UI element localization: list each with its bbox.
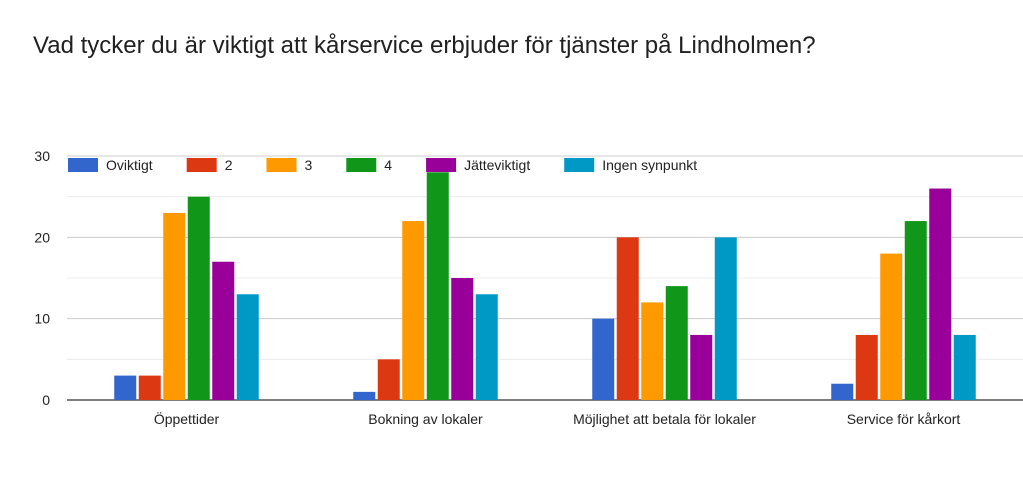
bar (451, 278, 474, 400)
bar (475, 294, 498, 400)
y-axis-ticks: 0 10 20 30 (34, 148, 50, 408)
legend[interactable]: Oviktigt 2 3 4 Jätteviktigt Ingen synpunkt (68, 157, 697, 173)
legend-label: 2 (225, 157, 233, 173)
x-tick-label: Möjlighet att betala för lokaler (573, 411, 756, 427)
y-tick-label: 30 (34, 148, 50, 164)
bar (353, 391, 376, 400)
bar (641, 302, 664, 400)
bar (714, 237, 737, 400)
legend-label: Oviktigt (106, 157, 153, 173)
x-axis-ticks: Öppettider Bokning av lokaler Möjlighet at… (154, 410, 961, 427)
legend-item[interactable]: Oviktigt (68, 157, 153, 173)
bar (855, 334, 878, 400)
bar (929, 188, 952, 400)
bar (377, 359, 400, 400)
bar (187, 196, 210, 400)
bar (592, 318, 615, 400)
legend-swatch (186, 158, 217, 172)
legend-label: Ingen synpunkt (602, 157, 697, 173)
legend-swatch (426, 158, 457, 172)
bar (616, 237, 639, 400)
legend-label: 3 (304, 157, 312, 173)
legend-item[interactable]: Jätteviktigt (426, 157, 530, 173)
bar (236, 294, 259, 400)
bar (690, 334, 713, 400)
bars (114, 172, 976, 400)
bar (880, 253, 903, 400)
bar (831, 383, 854, 400)
bar (953, 334, 976, 400)
legend-item[interactable]: 3 (266, 157, 312, 173)
legend-item[interactable]: 2 (186, 157, 233, 173)
legend-label: 4 (384, 157, 392, 173)
y-tick-label: 0 (42, 392, 50, 408)
y-tick-label: 20 (34, 229, 50, 245)
bar (212, 261, 235, 400)
y-tick-label: 10 (34, 311, 50, 327)
bar (114, 375, 137, 400)
bar (402, 221, 425, 400)
legend-swatch (564, 158, 595, 172)
legend-item[interactable]: 4 (346, 157, 392, 173)
chart-title: Vad tycker du är viktigt att kårservice … (33, 32, 816, 59)
gridlines (67, 155, 1023, 401)
bar (426, 172, 449, 400)
bar (138, 375, 161, 400)
x-tick-label: Service för kårkort (847, 411, 961, 427)
bar (665, 286, 688, 400)
legend-swatch (68, 158, 98, 172)
legend-item[interactable]: Ingen synpunkt (564, 157, 697, 173)
x-tick-label: Bokning av lokaler (368, 411, 483, 427)
x-tick-label: Öppettider (154, 410, 220, 427)
legend-label: Jätteviktigt (464, 157, 530, 173)
legend-swatch (346, 158, 377, 172)
bar (904, 221, 927, 400)
bar (163, 212, 186, 400)
legend-swatch (266, 158, 297, 172)
